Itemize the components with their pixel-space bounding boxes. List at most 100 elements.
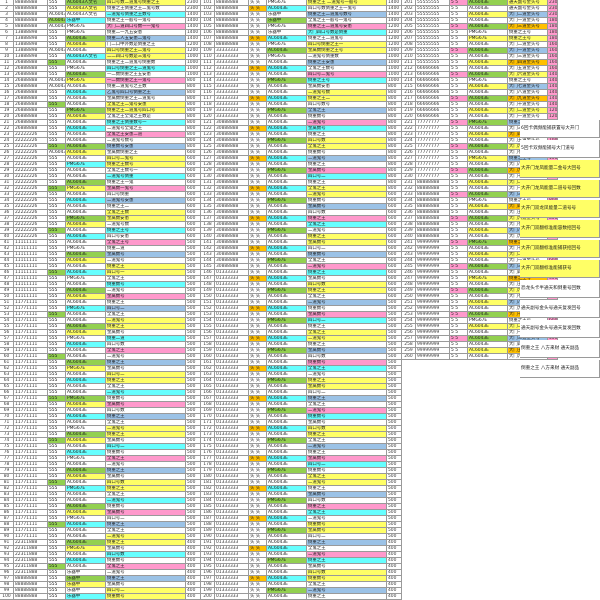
description-cell[interactable]: 倒重之王倒重之王二鬼号数 xyxy=(106,6,186,12)
row-index-cell[interactable]: 3 xyxy=(0,12,14,18)
tag-cell[interactable]: AC6043 xyxy=(48,18,66,24)
amount-cell[interactable]: 800 xyxy=(186,84,201,90)
amount-cell[interactable]: 400 xyxy=(186,594,201,600)
code-cell[interactable]: 26888888 xyxy=(14,66,48,72)
code-cell[interactable]: 26888888 xyxy=(14,78,48,84)
amount-cell[interactable]: 1000 xyxy=(186,60,201,66)
row-index-cell[interactable]: 9 xyxy=(0,48,14,54)
tag-cell[interactable]: 555 xyxy=(48,30,66,36)
model-cell[interactable]: AC6043E xyxy=(66,42,106,48)
row-index-cell[interactable]: 200 xyxy=(201,594,215,600)
code-cell[interactable]: 26888888 xyxy=(14,72,48,78)
tag-cell[interactable]: 555 xyxy=(48,60,66,66)
row-index-cell[interactable]: 2 xyxy=(0,6,14,12)
note-cell[interactable]: 恐龙头卡半通天和倒重号回数 xyxy=(520,280,600,298)
model-cell[interactable]: AC6043E xyxy=(66,48,106,54)
amount-cell[interactable]: 400 xyxy=(387,594,402,600)
row-index-cell[interactable]: 10 xyxy=(0,54,14,60)
code-cell[interactable]: 88888888 xyxy=(14,12,48,18)
description-cell[interactable]: 二道鬼号倒重之王数号 xyxy=(106,12,186,18)
description-cell[interactable]: 倒重之王一般号一鬼号 xyxy=(106,18,186,24)
row-index-cell[interactable]: 4 xyxy=(0,18,14,24)
tag-cell[interactable]: 555 xyxy=(48,42,66,48)
tag-cell[interactable]: 555 xyxy=(48,594,66,600)
description-cell[interactable]: 四口号倒重之王二鬼号 xyxy=(106,48,186,54)
code-cell[interactable]: 88888888 xyxy=(14,24,48,30)
code-cell[interactable]: 13888898 xyxy=(14,42,48,48)
description-cell[interactable]: 乙鬼号四口号倒重之王 xyxy=(106,90,186,96)
note-cell[interactable]: 通天副号金头号通天复发回号 xyxy=(520,300,600,318)
amount-cell[interactable]: 1000 xyxy=(186,54,201,60)
tag-cell[interactable]: AC6043 xyxy=(48,48,66,54)
note-cell[interactable]: 大开门双翻标准能捕获号 xyxy=(520,260,600,278)
code-cell[interactable]: 99999999 xyxy=(416,354,450,360)
row-index-cell[interactable]: 11 xyxy=(0,60,14,66)
code-cell[interactable]: 88888888 xyxy=(14,0,48,6)
note-cell[interactable]: 大开门龙凤能量二金号大回号 xyxy=(520,160,600,178)
row-index-cell[interactable]: 14 xyxy=(0,78,14,84)
tag-cell[interactable]: 555 xyxy=(48,96,66,102)
row-index-cell[interactable]: 6 xyxy=(0,30,14,36)
tag-cell[interactable]: 555 xyxy=(48,72,66,78)
description-cell[interactable]: 二二四口号数是三鬼号 xyxy=(106,54,186,60)
tag-cell[interactable]: 5 5 xyxy=(450,354,468,360)
tag-cell[interactable]: 555 xyxy=(48,0,66,6)
model-cell[interactable]: AC6043人文名 xyxy=(66,0,106,6)
description-cell[interactable]: 四口号倒重之王二道鬼号 xyxy=(106,66,186,72)
amount-cell[interactable]: 1000 xyxy=(186,66,201,72)
note-cell[interactable]: 倒重之王 八方来财 通天副品 xyxy=(520,340,600,358)
code-cell[interactable]: 88888888 xyxy=(14,6,48,12)
model-cell[interactable]: AC6043E xyxy=(66,72,106,78)
tag-cell[interactable]: 555 xyxy=(48,90,66,96)
tag-cell[interactable]: 555 xyxy=(48,54,66,60)
code-cell[interactable]: 26888888 xyxy=(14,90,48,96)
note-cell[interactable]: 大开门双龙凤能量二道号号 xyxy=(520,200,600,218)
row-index-cell[interactable]: 12 xyxy=(0,66,14,72)
tag-cell[interactable]: 头 头 xyxy=(249,594,267,600)
model-cell[interactable]: PMG67E xyxy=(66,24,106,30)
description-cell[interactable]: 门二口中外数是倒重之王 xyxy=(106,42,186,48)
model-cell[interactable]: AC6043人文名 xyxy=(66,6,106,12)
description-cell[interactable]: 一二数倒重之王五安患 xyxy=(106,72,186,78)
tag-cell[interactable]: 555 xyxy=(48,66,66,72)
model-cell[interactable]: AC6043E xyxy=(66,84,106,90)
code-cell[interactable]: 13888898 xyxy=(14,30,48,36)
row-index-cell[interactable]: 100 xyxy=(0,594,14,600)
row-index-cell[interactable]: 8 xyxy=(0,42,14,48)
amount-cell[interactable]: 2300 xyxy=(186,0,201,6)
description-cell[interactable]: 倒重数号 xyxy=(106,594,186,600)
model-cell[interactable]: AC6043人文名 xyxy=(66,12,106,18)
note-cell[interactable]: 大开门双翻标准能捕获招回号 xyxy=(520,240,600,258)
tag-cell[interactable]: AC6043 xyxy=(48,78,66,84)
model-cell[interactable]: PMG67E xyxy=(66,66,106,72)
description-cell[interactable]: 大门二道四口号数一一鬼号 xyxy=(106,24,186,30)
amount-cell[interactable]: 1200 xyxy=(186,42,201,48)
model-cell[interactable]: 乐器中 xyxy=(66,18,106,24)
amount-cell[interactable]: 2300 xyxy=(186,6,201,12)
code-cell[interactable]: 26888888 xyxy=(14,60,48,66)
code-cell[interactable]: 26888888 xyxy=(14,96,48,102)
code-cell[interactable]: 26888888 xyxy=(14,84,48,90)
model-cell[interactable]: PMG67E xyxy=(66,30,106,36)
note-cell[interactable]: 倒重之王 八方来财 通天副品 xyxy=(520,360,600,378)
description-cell[interactable]: 倒重之王二道鬼号倒重数 xyxy=(106,60,186,66)
description-cell[interactable]: 四口号数二道鬼号倒重之王 xyxy=(106,0,186,6)
row-index-cell[interactable]: 13 xyxy=(0,72,14,78)
code-cell[interactable]: 88888888 xyxy=(14,594,48,600)
amount-cell[interactable]: 1400 xyxy=(186,12,201,18)
code-cell[interactable]: 13888898 xyxy=(14,54,48,60)
model-cell[interactable]: AC6043人文名 xyxy=(66,54,106,60)
model-cell[interactable]: AC6043E xyxy=(267,594,307,600)
note-cell[interactable]: 5回卡双频能捕号大门道号 xyxy=(520,140,600,158)
row-index-cell[interactable]: 1 xyxy=(0,0,14,6)
note-cell[interactable]: 大开门双翻标准能容数招回号 xyxy=(520,220,600,238)
tag-cell[interactable]: 555 xyxy=(48,6,66,12)
description-cell[interactable]: 倒重二人五安患二鬼号 xyxy=(106,36,186,42)
row-index-cell[interactable]: 260 xyxy=(402,354,416,360)
description-cell[interactable]: 一二数倒重之王一鬼号 xyxy=(106,78,186,84)
row-index-cell[interactable]: 7 xyxy=(0,36,14,42)
description-cell[interactable]: 倒重二道鬼号之王数 xyxy=(106,84,186,90)
model-cell[interactable]: AC6043E xyxy=(66,36,106,42)
row-index-cell[interactable]: 16 xyxy=(0,90,14,96)
